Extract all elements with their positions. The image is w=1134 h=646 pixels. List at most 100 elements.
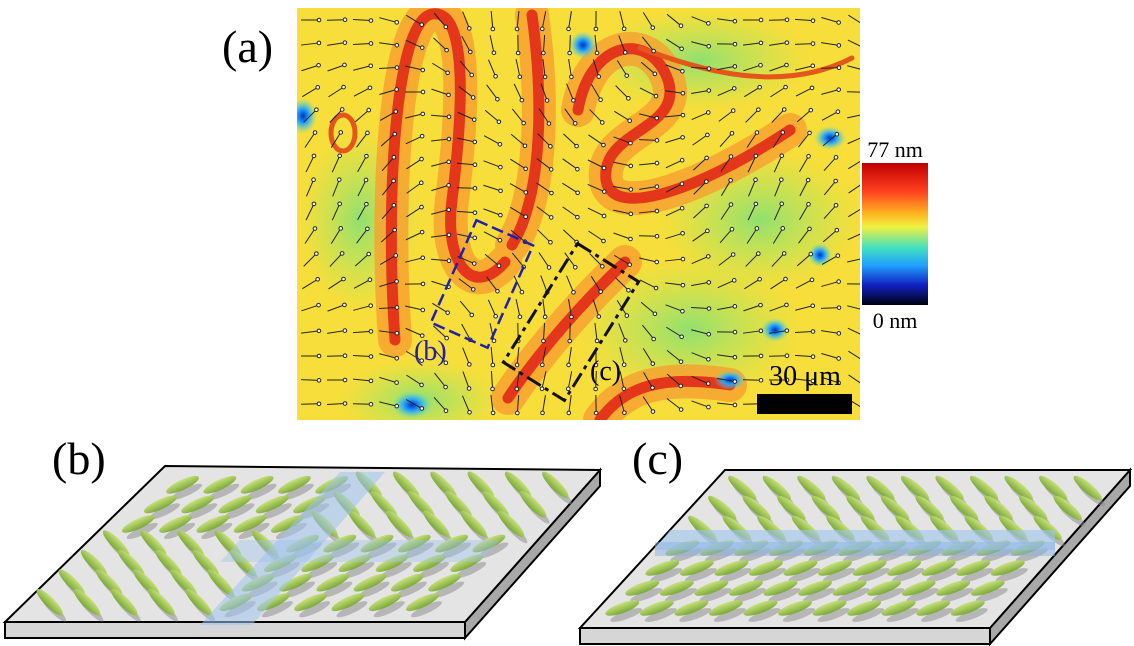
- director-end: [420, 230, 424, 234]
- director-end: [576, 215, 580, 219]
- director-end: [600, 121, 604, 125]
- director-end: [524, 191, 528, 195]
- director-end: [473, 163, 477, 167]
- director-end: [863, 308, 867, 312]
- director-end: [622, 363, 626, 367]
- plate-c: [580, 470, 1130, 644]
- director-end: [651, 26, 655, 30]
- director-end: [759, 41, 763, 45]
- director-end: [733, 42, 737, 46]
- director-end: [468, 363, 472, 367]
- director-end: [622, 387, 626, 391]
- director-end: [394, 110, 398, 114]
- director-end: [651, 410, 655, 414]
- director: [743, 380, 761, 381]
- director-end: [655, 209, 659, 213]
- director-end: [707, 44, 711, 48]
- director: [353, 404, 371, 405]
- director-end: [733, 403, 737, 407]
- director-end: [520, 98, 524, 102]
- director: [327, 356, 345, 357]
- director-end: [733, 65, 737, 69]
- director-end: [312, 202, 316, 206]
- director-end: [863, 68, 867, 72]
- director-end: [651, 362, 655, 366]
- director-end: [807, 154, 811, 158]
- director-end: [707, 67, 711, 71]
- director-end: [467, 387, 471, 391]
- director-end: [567, 363, 571, 367]
- director-end: [834, 203, 838, 207]
- director-end: [680, 206, 684, 210]
- scale-bar-label: 30 μm: [769, 361, 841, 392]
- panel-label: (a): [222, 21, 273, 72]
- director-end: [835, 132, 839, 136]
- director-end: [339, 227, 343, 231]
- director-end: [707, 281, 711, 285]
- director-end: [312, 178, 316, 182]
- director-end: [550, 191, 554, 195]
- director: [769, 356, 787, 357]
- director-end: [499, 165, 503, 169]
- director-end: [862, 383, 866, 387]
- director-end: [473, 236, 477, 240]
- director-end: [470, 313, 474, 317]
- director-end: [862, 334, 866, 338]
- director-end: [759, 378, 763, 382]
- director-end: [316, 277, 320, 281]
- director-end: [651, 386, 655, 390]
- director-end: [369, 403, 373, 407]
- director-end: [317, 18, 321, 22]
- director-end: [340, 252, 344, 256]
- director-end: [369, 330, 373, 334]
- director-end: [837, 332, 841, 336]
- director-end: [837, 66, 841, 70]
- director-end: [545, 99, 549, 103]
- director-end: [654, 286, 658, 290]
- director-end: [317, 63, 321, 67]
- director-end: [680, 47, 684, 51]
- director-end: [496, 289, 500, 293]
- director-end: [338, 154, 342, 158]
- director: [639, 236, 657, 237]
- director-end: [420, 134, 424, 138]
- director-end: [472, 118, 476, 122]
- director-end: [780, 154, 784, 158]
- director-end: [681, 232, 685, 236]
- director-end: [655, 260, 659, 264]
- director-end: [498, 142, 502, 146]
- director-end: [540, 27, 544, 31]
- director-end: [369, 64, 373, 68]
- director-end: [730, 131, 734, 135]
- director-end: [601, 265, 605, 269]
- director-end: [492, 51, 496, 55]
- director-end: [499, 189, 503, 193]
- director-end: [494, 74, 498, 78]
- director-end: [566, 387, 570, 391]
- director-end: [549, 240, 553, 244]
- director-end: [810, 86, 814, 90]
- director-end: [679, 408, 683, 412]
- director-end: [342, 277, 346, 281]
- director-end: [317, 379, 321, 383]
- director-end: [754, 178, 758, 182]
- director-end: [570, 75, 574, 79]
- director-end: [707, 332, 711, 336]
- director-end: [420, 181, 424, 185]
- director-end: [470, 73, 474, 77]
- director-end: [681, 309, 685, 313]
- director-end: [654, 94, 658, 98]
- director-end: [447, 259, 451, 263]
- director-end: [395, 404, 399, 408]
- director-end: [597, 75, 601, 79]
- director-end: [681, 257, 685, 261]
- director-end: [392, 155, 396, 159]
- director-end: [568, 339, 572, 343]
- director-end: [780, 178, 784, 182]
- director-end: [732, 279, 736, 283]
- director-end: [707, 307, 711, 311]
- director-end: [655, 185, 659, 189]
- director-end: [473, 140, 477, 144]
- director-end: [515, 27, 519, 31]
- director-end: [834, 156, 838, 160]
